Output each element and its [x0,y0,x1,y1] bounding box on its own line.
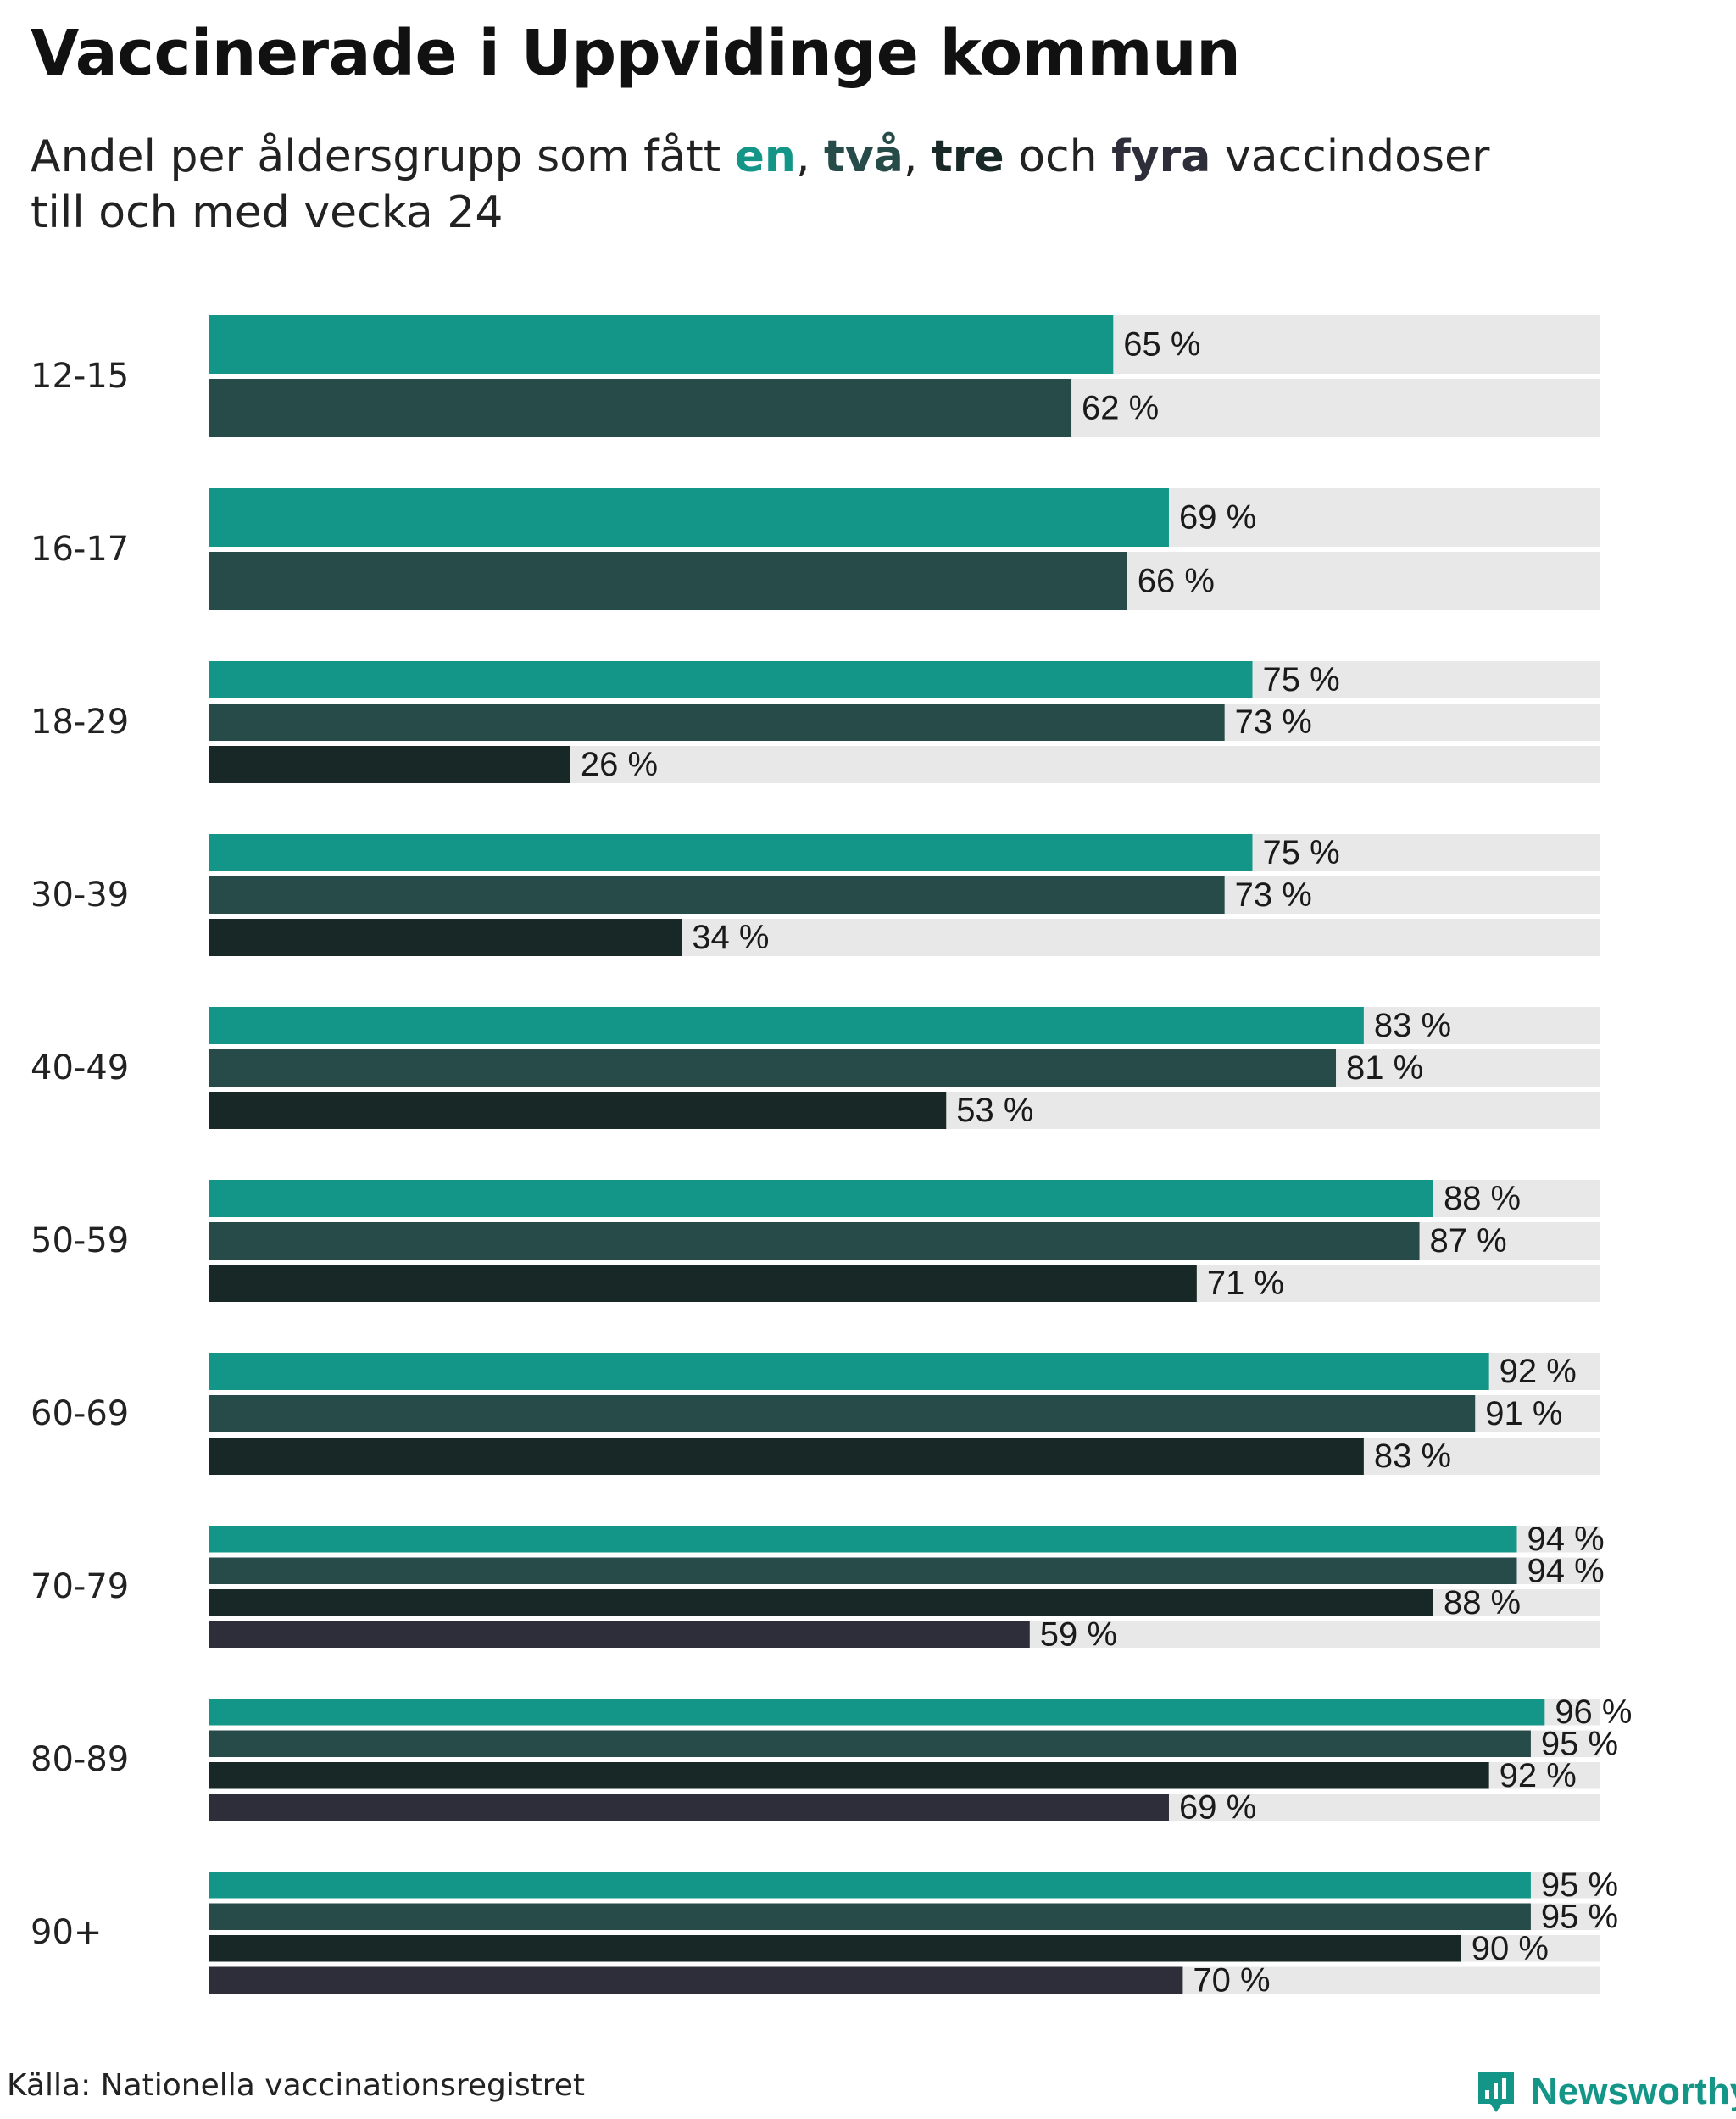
data-label: 75 % [1263,661,1340,698]
data-label: 59 % [1040,1616,1117,1653]
bar-en [209,1007,1364,1044]
subtitle-prefix: Andel per åldersgrupp som fått [31,131,735,182]
bar-två [209,552,1127,610]
category-label: 40-49 [31,1048,129,1087]
data-label: 91 % [1485,1395,1562,1432]
bar-två [209,1395,1476,1432]
data-label: 53 % [956,1092,1033,1129]
category-label: 50-59 [31,1221,129,1260]
bar-fyra [209,1621,1030,1648]
bar-två [209,1903,1531,1930]
bar-tre [209,1589,1433,1616]
bar-tre [209,1935,1461,1962]
data-label: 95 % [1541,1898,1618,1935]
bar-en [209,834,1253,871]
bar-fyra [209,1966,1183,1994]
category-label: 70-79 [31,1567,129,1606]
category-label: 18-29 [31,703,129,742]
bar-en [209,315,1114,374]
data-label: 95 % [1541,1866,1618,1904]
brand-name: Newsworthy [1531,2071,1736,2112]
chart-subtitle: Andel per åldersgrupp som fått en, två, … [31,129,1641,241]
data-label: 90 % [1472,1930,1549,1967]
data-label: 81 % [1346,1049,1423,1087]
source-note: Källa: Nationella vaccinationsregistret [7,2068,585,2103]
bar-en [209,488,1169,547]
data-label: 83 % [1374,1438,1451,1475]
chart-title: Vaccinerade i Uppvidinge kommun [31,17,1241,90]
bar-tre [209,1762,1489,1789]
data-label: 65 % [1123,326,1200,364]
data-label: 92 % [1500,1757,1577,1794]
data-label: 75 % [1263,834,1340,871]
bar-fyra [209,1794,1169,1821]
data-label: 83 % [1374,1007,1451,1044]
data-label: 94 % [1527,1521,1604,1558]
bar-två [209,1222,1420,1260]
bar-två [209,1049,1337,1087]
subtitle-line-2: till och med vecka 24 [31,187,504,238]
data-label: 73 % [1235,704,1312,741]
bar-chart: 12-15 65 % 62 % 16-17 69 % 66 % 18-29 75 % 73 % 2… [31,315,1632,1999]
data-label: 66 % [1138,563,1215,600]
data-label: 96 % [1555,1694,1632,1731]
legend-dose-tre: tre [931,131,1004,182]
bar-tre [209,1092,947,1129]
data-label: 87 % [1430,1222,1507,1260]
data-label: 34 % [692,919,769,956]
bar-tre [209,1438,1364,1475]
bar-en [209,1699,1545,1726]
data-label: 70 % [1193,1961,1270,1999]
data-label: 94 % [1527,1552,1604,1589]
legend-dose-fyra: fyra [1111,131,1211,182]
subtitle-suffix: vaccindoser [1210,131,1490,182]
category-label: 16-17 [31,530,129,569]
bar-en [209,661,1253,698]
bar-två [209,1557,1517,1584]
data-label: 73 % [1235,876,1312,914]
bar-en [209,1526,1517,1553]
subtitle-separator: , [795,131,825,182]
bar-tre [209,746,570,783]
category-label: 80-89 [31,1740,129,1779]
bar-en [209,1353,1489,1390]
bar-två [209,1730,1531,1757]
bar-två [209,379,1072,437]
data-label: 69 % [1179,499,1256,537]
data-label: 26 % [581,746,658,783]
bar-tre [209,919,682,956]
data-label: 69 % [1179,1788,1256,1826]
data-label: 71 % [1207,1265,1284,1302]
data-label: 88 % [1444,1180,1521,1217]
newsworthy-logo-icon [1478,2072,1514,2112]
bar-tre [209,1265,1197,1302]
data-label: 95 % [1541,1725,1618,1762]
bar-två [209,704,1225,741]
bar-två [209,876,1225,914]
category-label: 30-39 [31,876,129,915]
bar-en [209,1180,1433,1217]
legend-dose-tva: två [824,131,904,182]
brand-logo: Newsworthy [1475,2068,1736,2116]
data-label: 62 % [1082,390,1159,427]
data-label: 92 % [1500,1353,1577,1390]
legend-dose-en: en [734,131,796,182]
subtitle-separator: , [903,131,932,182]
bar-en [209,1872,1531,1899]
category-label: 12-15 [31,357,129,396]
category-label: 90+ [31,1913,102,1952]
subtitle-separator: och [1004,131,1112,182]
data-label: 88 % [1444,1584,1521,1621]
category-label: 60-69 [31,1394,129,1433]
